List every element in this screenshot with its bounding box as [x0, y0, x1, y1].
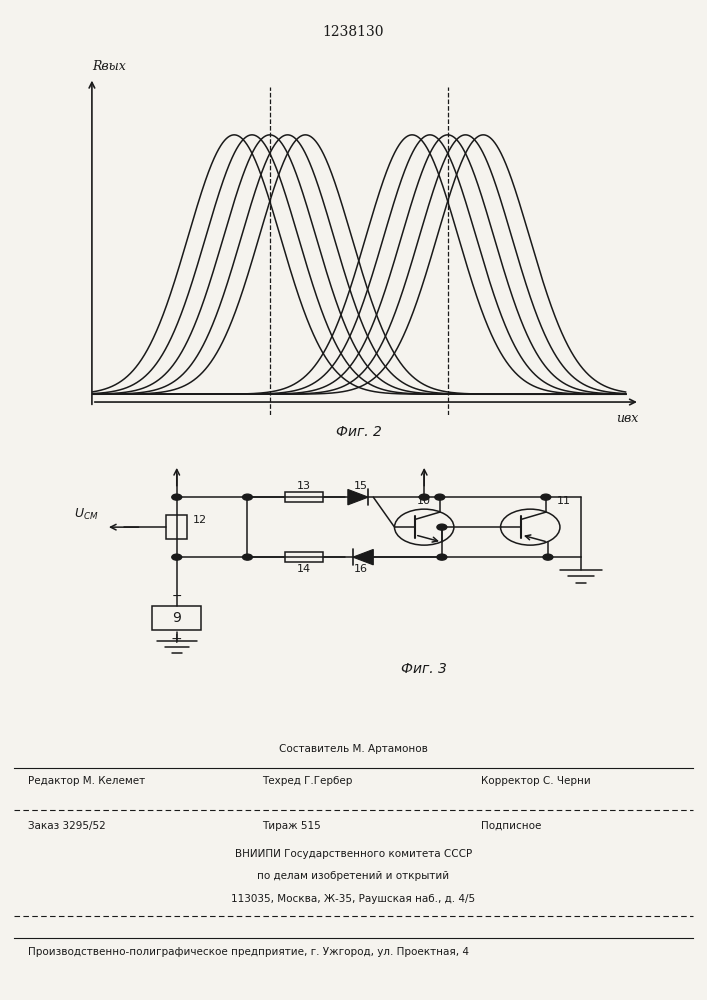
Bar	[284, 552, 324, 562]
Text: Подписное: Подписное	[481, 821, 541, 831]
Text: Производственно-полиграфическое предприятие, г. Ужгород, ул. Проектная, 4: Производственно-полиграфическое предприя…	[28, 947, 469, 957]
Circle shape	[543, 554, 553, 560]
Text: +: +	[171, 632, 182, 646]
Text: 16: 16	[354, 564, 368, 574]
Text: −: −	[172, 590, 182, 603]
Text: 113035, Москва, Ж-35, Раушская наб., д. 4/5: 113035, Москва, Ж-35, Раушская наб., д. …	[231, 894, 476, 904]
Text: по делам изобретений и открытий: по делам изобретений и открытий	[257, 871, 450, 881]
Text: 12: 12	[193, 515, 207, 525]
Bar	[152, 606, 201, 630]
Circle shape	[172, 494, 182, 500]
Text: $U_{CM}$: $U_{CM}$	[74, 507, 99, 522]
Bar	[166, 515, 187, 539]
Circle shape	[541, 494, 551, 500]
Text: Редактор М. Келемет: Редактор М. Келемет	[28, 776, 146, 786]
Polygon shape	[348, 489, 368, 505]
Text: Корректор С. Черни: Корректор С. Черни	[481, 776, 590, 786]
Circle shape	[437, 554, 447, 560]
Circle shape	[437, 524, 447, 530]
Text: Техред Г.Гербер: Техред Г.Гербер	[262, 776, 352, 786]
Text: Фиг. 2: Фиг. 2	[336, 425, 382, 439]
Text: 13: 13	[297, 481, 311, 491]
Text: 15: 15	[354, 481, 368, 491]
Polygon shape	[353, 549, 373, 565]
Circle shape	[243, 554, 252, 560]
Text: ВНИИПИ Государственного комитета СССР: ВНИИПИ Государственного комитета СССР	[235, 849, 472, 859]
Text: 11: 11	[556, 496, 571, 506]
Text: Составитель М. Артамонов: Составитель М. Артамонов	[279, 744, 428, 754]
Text: 1238130: 1238130	[323, 24, 384, 38]
Bar	[284, 492, 324, 502]
Circle shape	[435, 494, 445, 500]
Circle shape	[419, 494, 429, 500]
Circle shape	[172, 554, 182, 560]
Text: Тираж 515: Тираж 515	[262, 821, 320, 831]
Text: Rвых: Rвых	[92, 60, 126, 73]
Text: 9: 9	[173, 611, 181, 625]
Text: Фиг. 3: Фиг. 3	[402, 662, 447, 676]
Text: 14: 14	[297, 564, 311, 574]
Text: 10: 10	[417, 496, 431, 506]
Text: uвх: uвх	[616, 412, 638, 425]
Text: Заказ 3295/52: Заказ 3295/52	[28, 821, 106, 831]
Circle shape	[243, 494, 252, 500]
